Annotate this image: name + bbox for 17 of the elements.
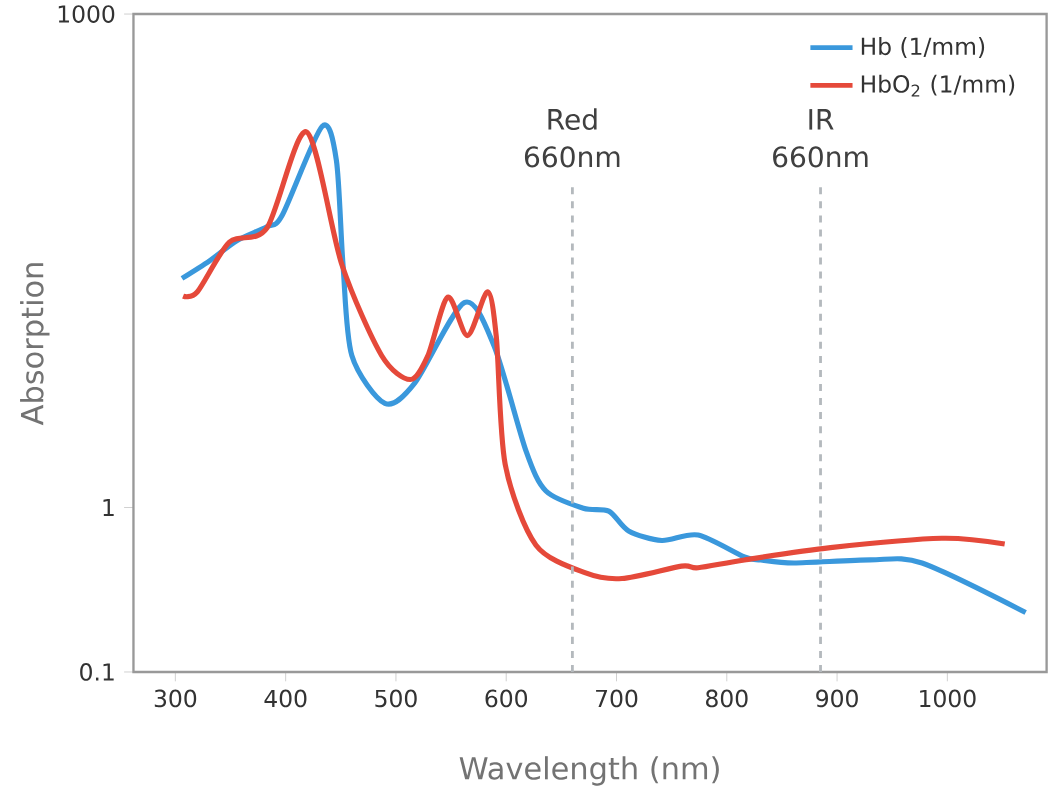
x-tick-label: 400 bbox=[264, 689, 307, 708]
y-axis-title: Absorption bbox=[20, 263, 50, 426]
y-tick-label: 1000 bbox=[58, 5, 115, 23]
ref-line-label: Red 660nm bbox=[524, 108, 620, 168]
legend-label: HbO$_{2}$ (1/mm) bbox=[861, 74, 1015, 97]
y-tick-label: 1 bbox=[103, 499, 114, 517]
ref-line-label: IR 660nm bbox=[773, 109, 868, 168]
x-tick-label: 300 bbox=[154, 689, 197, 708]
legend-label: Hb (1/mm) bbox=[861, 37, 985, 59]
x-tick-label: 900 bbox=[816, 689, 858, 708]
y-tick-label: 0.1 bbox=[80, 663, 114, 681]
x-tick-label: 800 bbox=[706, 689, 748, 708]
x-tick-label: 500 bbox=[375, 689, 417, 708]
x-axis-title: Wavelength (nm) bbox=[459, 756, 719, 786]
x-tick-label: 700 bbox=[596, 689, 638, 708]
x-tick-label: 1000 bbox=[920, 689, 976, 708]
x-tick-label: 600 bbox=[485, 689, 528, 708]
